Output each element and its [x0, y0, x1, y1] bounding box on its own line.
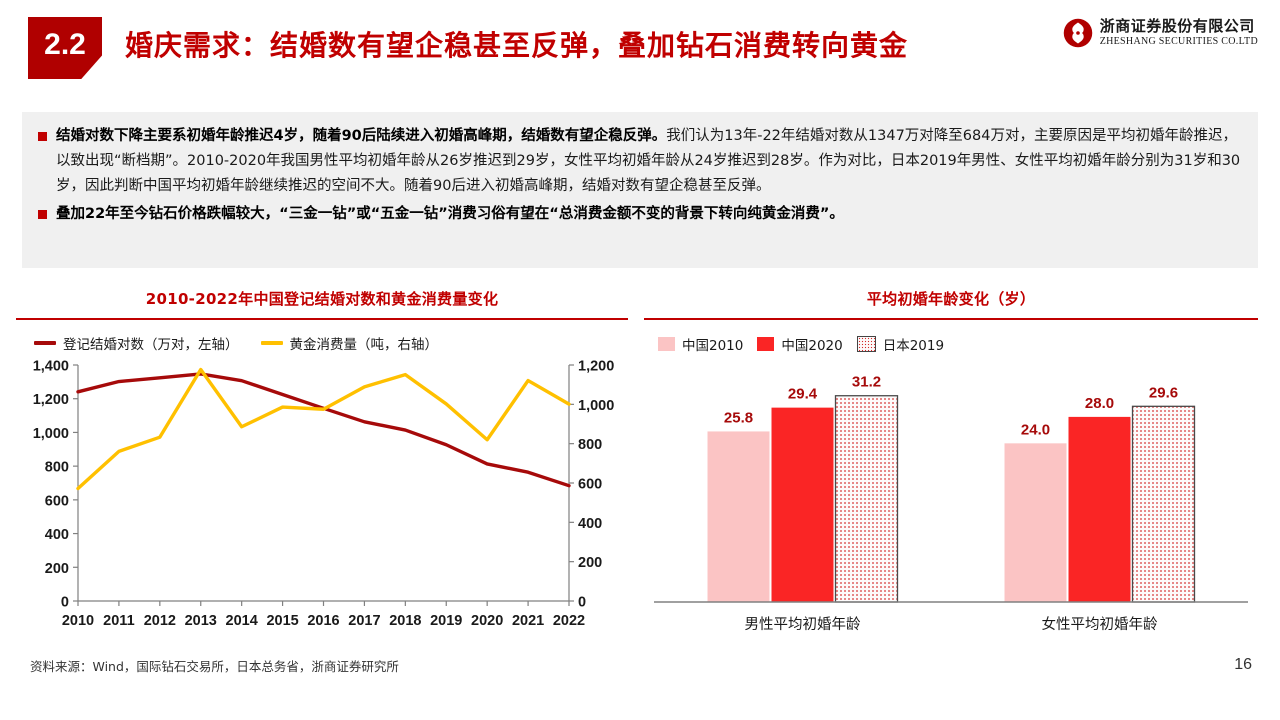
- legend-line-swatch-marriage: [34, 341, 56, 345]
- left-axis-tick-label: 1,200: [33, 392, 69, 408]
- bar-value-label: 25.8: [724, 409, 753, 426]
- legend-item-marriage: 登记结婚对数（万对，左轴）: [34, 333, 239, 353]
- left-axis-tick-label: 200: [45, 561, 69, 577]
- bar-male-series-1: [771, 407, 834, 602]
- x-axis-tick-label: 2013: [185, 613, 217, 629]
- legend-color-swatch-china-2020: [757, 337, 775, 351]
- section-number-badge: 2.2: [28, 17, 102, 79]
- legend-label-china-2010: 中国2010: [682, 338, 744, 354]
- title-divider: [16, 318, 628, 320]
- company-name-cn: 浙商证券股份有限公司: [1099, 17, 1255, 35]
- x-axis-tick-label: 2017: [348, 613, 380, 629]
- x-axis-tick-label: 2011: [103, 613, 134, 629]
- source-note: 资料来源：Wind，国际钻石交易所，日本总务省，浙商证券研究所: [30, 659, 399, 674]
- x-axis-tick-label: 2019: [430, 613, 462, 629]
- left-axis-tick-label: 800: [45, 460, 69, 476]
- left-axis-tick-label: 600: [45, 493, 69, 509]
- x-axis-tick-label: 2021: [512, 613, 544, 629]
- line-chart-title: 2010-2022年中国登记结婚对数和黄金消费量变化: [145, 290, 499, 308]
- x-axis-tick-label: 2012: [144, 613, 176, 629]
- left-axis-tick-label: 1,400: [33, 359, 69, 375]
- page-number: 16: [1234, 656, 1252, 673]
- line-chart-legend: 登记结婚对数（万对，左轴） 黄金消费量（吨，右轴）: [16, 333, 628, 353]
- summary-panel: 结婚对数下降主要系初婚年龄推迟4岁，随着90后陆续进入初婚高峰期，结婚数有望企稳…: [22, 112, 1258, 268]
- legend-label-china-2020: 中国2020: [781, 338, 843, 354]
- legend-label-gold: 黄金消费量（吨，右轴）: [289, 337, 439, 353]
- bar-male-series-0: [707, 431, 770, 602]
- x-axis-tick-label: 2020: [471, 613, 503, 629]
- right-axis-tick-label: 1,200: [578, 359, 614, 375]
- page-header: 2.2 婚庆需求：结婚数有望企稳甚至反弹，叠加钻石消费转向黄金 浙商证券股份有限…: [0, 0, 1280, 92]
- x-axis-tick-label: 2016: [307, 613, 339, 629]
- left-axis-tick-label: 1,000: [33, 426, 69, 442]
- bullet-text-2: 叠加22年至今钻石价格跌幅较大，“三金一钻”或“五金一钻”消费习俗有望在“总消费…: [56, 202, 1242, 227]
- bullet-rest-1: 我们认为13年-22年结婚对数从1347万对降至684万对，主要原因是平均初婚年…: [56, 128, 1241, 194]
- bar-chart-legend: 中国2010 中国2020 日本2019: [644, 334, 1258, 354]
- legend-label-marriage: 登记结婚对数（万对，左轴）: [63, 337, 239, 353]
- company-name-en: ZHESHANG SECURITIES CO.LTD: [1099, 36, 1258, 47]
- bullet-item-1: 结婚对数下降主要系初婚年龄推迟4岁，随着90后陆续进入初婚高峰期，结婚数有望企稳…: [38, 124, 1242, 199]
- bar-value-label: 31.2: [852, 374, 881, 391]
- legend-label-japan-2019: 日本2019: [882, 338, 945, 354]
- bar-category-label: 男性平均初婚年龄: [745, 616, 861, 633]
- legend-line-swatch-gold: [260, 341, 283, 345]
- right-axis-tick-label: 1,000: [578, 398, 614, 414]
- bullet-item-2: 叠加22年至今钻石价格跌幅较大，“三金一钻”或“五金一钻”消费习俗有望在“总消费…: [38, 202, 1242, 227]
- x-axis-tick-label: 2014: [226, 613, 258, 629]
- bullet-square-icon: [38, 132, 47, 141]
- right-axis-tick-label: 400: [578, 516, 602, 532]
- bar-female-series-0: [1004, 443, 1067, 602]
- legend-item-gold: 黄金消费量（吨，右轴）: [260, 333, 439, 353]
- bar-value-label: 28.0: [1085, 395, 1114, 412]
- chart-panel-line: 2010-2022年中国登记结婚对数和黄金消费量变化 登记结婚对数（万对，左轴）…: [16, 288, 628, 663]
- x-axis-tick-label: 2022: [553, 613, 585, 629]
- legend-item-japan-2019: 日本2019: [856, 334, 945, 354]
- chart-panel-bar: 平均初婚年龄变化（岁） 中国2010 中国2020 日本2019 25.8 29.…: [644, 288, 1258, 666]
- right-axis-tick-label: 800: [578, 437, 602, 453]
- legend-pattern-swatch-japan-2019: [856, 336, 876, 352]
- left-axis-tick-label: 0: [61, 595, 69, 611]
- company-logo: 浙商证券股份有限公司 ZHESHANG SECURITIES CO.LTD: [1063, 18, 1258, 48]
- bullet-square-icon: [38, 210, 47, 219]
- right-axis-tick-label: 600: [578, 477, 602, 493]
- bar-female-series-2: [1131, 405, 1196, 603]
- bar-female-series-1: [1068, 416, 1131, 602]
- bar-category-label: 女性平均初婚年龄: [1042, 615, 1158, 633]
- bar-chart-canvas: 25.8 29.4 31.2 男性平均初婚年龄 24.0 28.0 29.6 女性平均初婚年龄: [654, 374, 1248, 633]
- zheshang-logo-icon: [1063, 18, 1092, 48]
- left-axis-tick-label: 400: [45, 527, 69, 543]
- bullet-lead-2: 叠加22年至今钻石价格跌幅较大，“三金一钻”或“五金一钻”消费习俗有望在“总消费…: [56, 206, 844, 222]
- right-axis-tick-label: 0: [578, 595, 586, 611]
- bar-chart-title: 平均初婚年龄变化（岁）: [866, 290, 1036, 308]
- bar-value-label: 29.4: [788, 386, 818, 403]
- x-axis-tick-label: 2018: [389, 613, 421, 629]
- x-axis-tick-label: 2015: [266, 613, 298, 629]
- title-divider: [644, 318, 1258, 320]
- bullet-lead-1: 结婚对数下降主要系初婚年龄推迟4岁，随着90后陆续进入初婚高峰期，结婚数有望企稳…: [56, 128, 667, 144]
- bar-male-series-2: [834, 395, 899, 603]
- line-chart-canvas: 0 200 400 600 800 1,000 1,200 1,400 0 200 400 600 80…: [33, 359, 615, 630]
- bar-value-label: 24.0: [1021, 421, 1050, 438]
- right-axis-tick-label: 200: [578, 555, 602, 571]
- line-series-gold: [76, 367, 571, 491]
- bullet-text-1: 结婚对数下降主要系初婚年龄推迟4岁，随着90后陆续进入初婚高峰期，结婚数有望企稳…: [56, 124, 1242, 199]
- bar-value-label: 29.6: [1149, 384, 1178, 401]
- legend-item-china-2010: 中国2010: [658, 334, 743, 354]
- page-title: 婚庆需求：结婚数有望企稳甚至反弹，叠加钻石消费转向黄金: [125, 30, 909, 61]
- legend-color-swatch-china-2010: [658, 337, 675, 351]
- x-axis-tick-label: 2010: [62, 613, 94, 629]
- legend-item-china-2020: 中国2020: [757, 334, 843, 354]
